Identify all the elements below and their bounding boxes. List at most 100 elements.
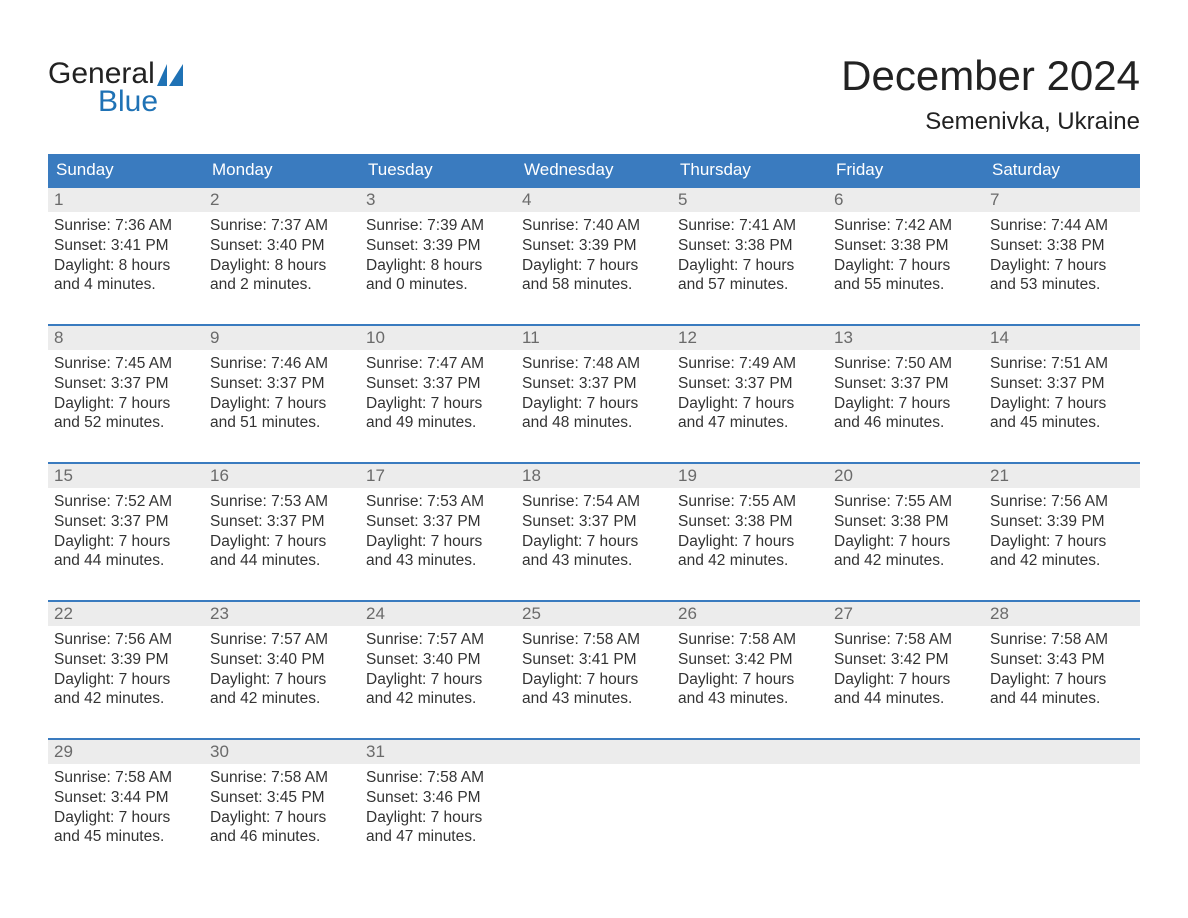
sunset-line: Sunset: 3:45 PM (210, 788, 354, 808)
weekday-header-row: Sunday Monday Tuesday Wednesday Thursday… (48, 154, 1140, 187)
day-cell: 3Sunrise: 7:39 AMSunset: 3:39 PMDaylight… (360, 187, 516, 325)
daylight-line: Daylight: 7 hours and 44 minutes. (990, 670, 1134, 710)
location-label: Semenivka, Ukraine (841, 108, 1140, 136)
day-body: Sunrise: 7:50 AMSunset: 3:37 PMDaylight:… (828, 350, 984, 433)
day-number: 19 (672, 464, 828, 488)
weekday-header: Monday (204, 154, 360, 187)
day-body: Sunrise: 7:58 AMSunset: 3:45 PMDaylight:… (204, 764, 360, 847)
day-cell: 29Sunrise: 7:58 AMSunset: 3:44 PMDayligh… (48, 739, 204, 877)
daylight-line: Daylight: 7 hours and 48 minutes. (522, 394, 666, 434)
flag-icon (157, 64, 183, 86)
day-cell: 12Sunrise: 7:49 AMSunset: 3:37 PMDayligh… (672, 325, 828, 463)
sunset-line: Sunset: 3:40 PM (366, 650, 510, 670)
daylight-line: Daylight: 7 hours and 49 minutes. (366, 394, 510, 434)
day-number: 5 (672, 188, 828, 212)
daylight-line: Daylight: 8 hours and 2 minutes. (210, 256, 354, 296)
daylight-line: Daylight: 7 hours and 42 minutes. (678, 532, 822, 572)
day-number: 30 (204, 740, 360, 764)
sunrise-line: Sunrise: 7:42 AM (834, 216, 978, 236)
week-row: 29Sunrise: 7:58 AMSunset: 3:44 PMDayligh… (48, 739, 1140, 877)
day-body: Sunrise: 7:55 AMSunset: 3:38 PMDaylight:… (828, 488, 984, 571)
day-cell (672, 739, 828, 877)
daylight-line: Daylight: 8 hours and 0 minutes. (366, 256, 510, 296)
sunset-line: Sunset: 3:38 PM (678, 236, 822, 256)
sunrise-line: Sunrise: 7:58 AM (834, 630, 978, 650)
day-cell (984, 739, 1140, 877)
day-cell: 16Sunrise: 7:53 AMSunset: 3:37 PMDayligh… (204, 463, 360, 601)
sunrise-line: Sunrise: 7:54 AM (522, 492, 666, 512)
daylight-line: Daylight: 7 hours and 42 minutes. (54, 670, 198, 710)
day-cell: 27Sunrise: 7:58 AMSunset: 3:42 PMDayligh… (828, 601, 984, 739)
daylight-line: Daylight: 7 hours and 52 minutes. (54, 394, 198, 434)
weekday-header: Thursday (672, 154, 828, 187)
sunrise-line: Sunrise: 7:55 AM (678, 492, 822, 512)
weekday-header: Tuesday (360, 154, 516, 187)
day-cell: 18Sunrise: 7:54 AMSunset: 3:37 PMDayligh… (516, 463, 672, 601)
sunrise-line: Sunrise: 7:37 AM (210, 216, 354, 236)
day-cell: 2Sunrise: 7:37 AMSunset: 3:40 PMDaylight… (204, 187, 360, 325)
daylight-line: Daylight: 7 hours and 47 minutes. (678, 394, 822, 434)
day-body: Sunrise: 7:58 AMSunset: 3:46 PMDaylight:… (360, 764, 516, 847)
sunset-line: Sunset: 3:37 PM (678, 374, 822, 394)
daylight-line: Daylight: 7 hours and 44 minutes. (210, 532, 354, 572)
day-number: 8 (48, 326, 204, 350)
daylight-line: Daylight: 7 hours and 57 minutes. (678, 256, 822, 296)
day-cell: 20Sunrise: 7:55 AMSunset: 3:38 PMDayligh… (828, 463, 984, 601)
day-cell: 24Sunrise: 7:57 AMSunset: 3:40 PMDayligh… (360, 601, 516, 739)
day-body: Sunrise: 7:42 AMSunset: 3:38 PMDaylight:… (828, 212, 984, 295)
sunrise-line: Sunrise: 7:44 AM (990, 216, 1134, 236)
day-cell: 9Sunrise: 7:46 AMSunset: 3:37 PMDaylight… (204, 325, 360, 463)
day-body: Sunrise: 7:36 AMSunset: 3:41 PMDaylight:… (48, 212, 204, 295)
day-body: Sunrise: 7:56 AMSunset: 3:39 PMDaylight:… (48, 626, 204, 709)
day-cell: 30Sunrise: 7:58 AMSunset: 3:45 PMDayligh… (204, 739, 360, 877)
day-cell: 17Sunrise: 7:53 AMSunset: 3:37 PMDayligh… (360, 463, 516, 601)
sunset-line: Sunset: 3:39 PM (366, 236, 510, 256)
day-body: Sunrise: 7:53 AMSunset: 3:37 PMDaylight:… (360, 488, 516, 571)
day-body: Sunrise: 7:47 AMSunset: 3:37 PMDaylight:… (360, 350, 516, 433)
sunrise-line: Sunrise: 7:51 AM (990, 354, 1134, 374)
day-number: 25 (516, 602, 672, 626)
sunset-line: Sunset: 3:38 PM (990, 236, 1134, 256)
day-cell: 4Sunrise: 7:40 AMSunset: 3:39 PMDaylight… (516, 187, 672, 325)
sunset-line: Sunset: 3:38 PM (834, 512, 978, 532)
sunset-line: Sunset: 3:39 PM (54, 650, 198, 670)
day-cell: 1Sunrise: 7:36 AMSunset: 3:41 PMDaylight… (48, 187, 204, 325)
day-number: 12 (672, 326, 828, 350)
sunrise-line: Sunrise: 7:57 AM (366, 630, 510, 650)
day-cell: 11Sunrise: 7:48 AMSunset: 3:37 PMDayligh… (516, 325, 672, 463)
day-cell: 25Sunrise: 7:58 AMSunset: 3:41 PMDayligh… (516, 601, 672, 739)
sunset-line: Sunset: 3:39 PM (990, 512, 1134, 532)
day-cell: 19Sunrise: 7:55 AMSunset: 3:38 PMDayligh… (672, 463, 828, 601)
sunset-line: Sunset: 3:37 PM (210, 374, 354, 394)
sunrise-line: Sunrise: 7:58 AM (990, 630, 1134, 650)
day-number: 27 (828, 602, 984, 626)
day-body: Sunrise: 7:37 AMSunset: 3:40 PMDaylight:… (204, 212, 360, 295)
daylight-line: Daylight: 7 hours and 42 minutes. (210, 670, 354, 710)
daylight-line: Daylight: 7 hours and 47 minutes. (366, 808, 510, 848)
day-body: Sunrise: 7:57 AMSunset: 3:40 PMDaylight:… (204, 626, 360, 709)
sunset-line: Sunset: 3:37 PM (990, 374, 1134, 394)
sunrise-line: Sunrise: 7:36 AM (54, 216, 198, 236)
daylight-line: Daylight: 7 hours and 42 minutes. (366, 670, 510, 710)
day-cell: 26Sunrise: 7:58 AMSunset: 3:42 PMDayligh… (672, 601, 828, 739)
sunrise-line: Sunrise: 7:55 AM (834, 492, 978, 512)
daylight-line: Daylight: 7 hours and 43 minutes. (366, 532, 510, 572)
day-number: 21 (984, 464, 1140, 488)
sunrise-line: Sunrise: 7:52 AM (54, 492, 198, 512)
day-body: Sunrise: 7:39 AMSunset: 3:39 PMDaylight:… (360, 212, 516, 295)
calendar-table: Sunday Monday Tuesday Wednesday Thursday… (48, 154, 1140, 877)
week-row: 22Sunrise: 7:56 AMSunset: 3:39 PMDayligh… (48, 601, 1140, 739)
day-body: Sunrise: 7:41 AMSunset: 3:38 PMDaylight:… (672, 212, 828, 295)
day-number: 31 (360, 740, 516, 764)
day-number: 11 (516, 326, 672, 350)
sunrise-line: Sunrise: 7:57 AM (210, 630, 354, 650)
sunset-line: Sunset: 3:38 PM (834, 236, 978, 256)
daylight-line: Daylight: 7 hours and 43 minutes. (522, 670, 666, 710)
day-number: 9 (204, 326, 360, 350)
day-number: 3 (360, 188, 516, 212)
sunrise-line: Sunrise: 7:58 AM (522, 630, 666, 650)
week-row: 15Sunrise: 7:52 AMSunset: 3:37 PMDayligh… (48, 463, 1140, 601)
day-cell: 10Sunrise: 7:47 AMSunset: 3:37 PMDayligh… (360, 325, 516, 463)
daylight-line: Daylight: 7 hours and 51 minutes. (210, 394, 354, 434)
sunrise-line: Sunrise: 7:58 AM (210, 768, 354, 788)
